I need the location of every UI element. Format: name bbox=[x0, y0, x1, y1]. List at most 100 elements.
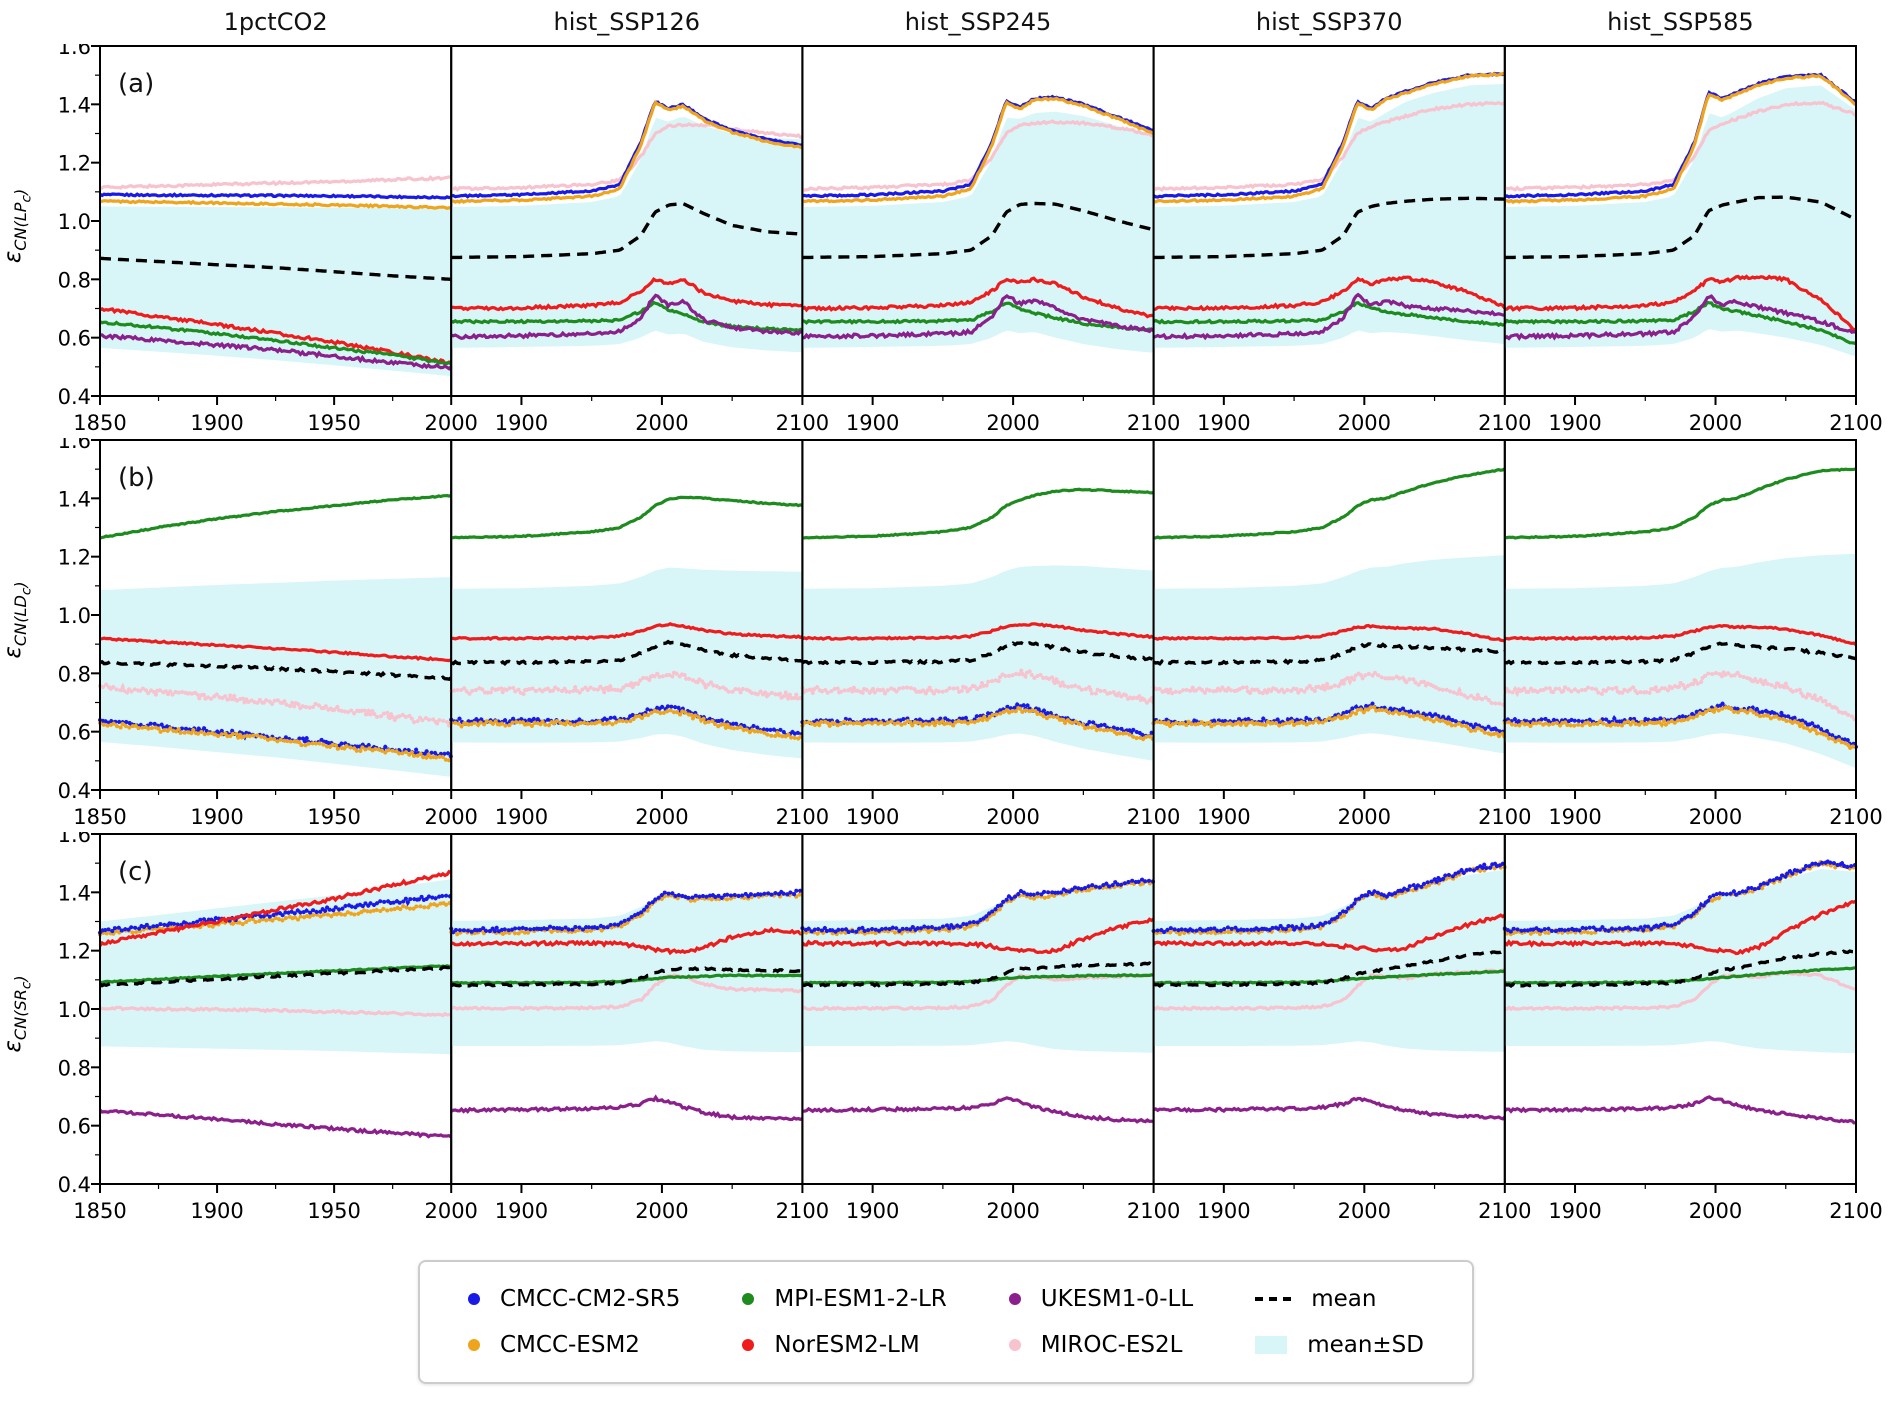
svg-text:2000: 2000 bbox=[424, 805, 477, 829]
legend-item-mean: mean bbox=[1255, 1286, 1424, 1312]
svg-text:1.4: 1.4 bbox=[58, 93, 91, 117]
legend-item-miroc-es2l: MIROC-ES2L bbox=[1008, 1332, 1193, 1358]
svg-text:1.2: 1.2 bbox=[58, 546, 91, 570]
svg-text:1950: 1950 bbox=[307, 411, 360, 435]
chart-row-b-canvas: 0.4 0.6 0.8 1.0 1.2 1.4 1.6 1850 1900 1950 2000 (b)… bbox=[58, 438, 1883, 829]
svg-text:2100: 2100 bbox=[1127, 805, 1180, 829]
svg-text:1.2: 1.2 bbox=[58, 940, 91, 964]
svg-text:2100: 2100 bbox=[1478, 1199, 1531, 1223]
column-title-hist-ssp245: hist_SSP245 bbox=[904, 8, 1052, 36]
legend-wrap: CMCC-CM2-SR5 CMCC-ESM2 MPI-ESM1-2-LR Nor… bbox=[0, 1260, 1892, 1384]
svg-text:2000: 2000 bbox=[635, 411, 688, 435]
svg-text:1.6: 1.6 bbox=[58, 44, 91, 59]
legend-label: CMCC-CM2-SR5 bbox=[499, 1286, 681, 1312]
svg-text:0.8: 0.8 bbox=[58, 1056, 91, 1080]
svg-text:2000: 2000 bbox=[986, 1199, 1039, 1223]
dot-marker-icon bbox=[1008, 1293, 1021, 1305]
svg-text:1900: 1900 bbox=[495, 411, 548, 435]
legend-label: mean bbox=[1311, 1286, 1377, 1312]
svg-text:2000: 2000 bbox=[1689, 1199, 1742, 1223]
svg-text:0.8: 0.8 bbox=[58, 662, 91, 686]
svg-text:1900: 1900 bbox=[846, 411, 899, 435]
legend-label: MIROC-ES2L bbox=[1040, 1332, 1183, 1358]
legend-column-1: CMCC-CM2-SR5 CMCC-ESM2 bbox=[467, 1286, 681, 1358]
svg-text:1.4: 1.4 bbox=[58, 487, 91, 511]
legend-label: UKESM1-0-LL bbox=[1040, 1286, 1194, 1312]
svg-text:1900: 1900 bbox=[495, 1199, 548, 1223]
chart-row-c: εCN(SRc) 0.4 0.6 0.8 1.0 1.2 1.4 1.6 1850 1900 19… bbox=[0, 832, 1892, 1226]
legend-item-mean-sd: mean±SD bbox=[1255, 1332, 1424, 1358]
svg-text:2000: 2000 bbox=[424, 411, 477, 435]
column-titles: 1pctCO2 hist_SSP126 hist_SSP245 hist_SSP… bbox=[100, 0, 1856, 44]
svg-text:1850: 1850 bbox=[73, 805, 126, 829]
svg-text:2000: 2000 bbox=[1338, 411, 1391, 435]
svg-text:0.6: 0.6 bbox=[58, 721, 91, 745]
dot-marker-icon bbox=[742, 1339, 755, 1351]
svg-text:2000: 2000 bbox=[986, 411, 1039, 435]
column-title-hist-ssp370: hist_SSP370 bbox=[1255, 8, 1403, 36]
legend: CMCC-CM2-SR5 CMCC-ESM2 MPI-ESM1-2-LR Nor… bbox=[417, 1260, 1474, 1384]
svg-text:1900: 1900 bbox=[1548, 805, 1601, 829]
svg-text:2100: 2100 bbox=[1478, 411, 1531, 435]
svg-text:2100: 2100 bbox=[1127, 411, 1180, 435]
legend-item-ukesm1-0-ll: UKESM1-0-LL bbox=[1008, 1286, 1194, 1312]
column-title-hist-ssp585: hist_SSP585 bbox=[1607, 8, 1754, 36]
svg-text:0.4: 0.4 bbox=[58, 385, 91, 409]
svg-text:2000: 2000 bbox=[1689, 411, 1742, 435]
svg-text:2100: 2100 bbox=[1829, 805, 1882, 829]
legend-column-4: mean mean±SD bbox=[1255, 1286, 1424, 1358]
svg-text:1900: 1900 bbox=[190, 411, 243, 435]
svg-text:0.8: 0.8 bbox=[58, 268, 91, 292]
legend-label: NorESM2-LM bbox=[774, 1332, 920, 1358]
legend-label: CMCC-ESM2 bbox=[499, 1332, 640, 1358]
svg-text:2100: 2100 bbox=[1829, 411, 1882, 435]
svg-text:2000: 2000 bbox=[635, 805, 688, 829]
svg-text:0.6: 0.6 bbox=[58, 1115, 91, 1139]
svg-text:2100: 2100 bbox=[1127, 1199, 1180, 1223]
svg-text:(a): (a) bbox=[118, 69, 154, 99]
legend-label: mean±SD bbox=[1307, 1332, 1424, 1358]
svg-text:0.6: 0.6 bbox=[58, 327, 91, 351]
svg-text:2100: 2100 bbox=[1478, 805, 1531, 829]
legend-label: MPI-ESM1-2-LR bbox=[774, 1286, 947, 1312]
legend-item-cmcc-cm2-sr5: CMCC-CM2-SR5 bbox=[467, 1286, 681, 1312]
svg-text:1900: 1900 bbox=[1548, 1199, 1601, 1223]
y-axis-label-c: εCN(SRc) bbox=[0, 975, 34, 1053]
svg-text:1.0: 1.0 bbox=[58, 998, 91, 1022]
svg-text:2000: 2000 bbox=[986, 805, 1039, 829]
svg-text:0.4: 0.4 bbox=[58, 779, 91, 803]
band-patch-icon bbox=[1255, 1336, 1288, 1354]
svg-text:(b): (b) bbox=[118, 463, 155, 493]
column-title-1pctco2: 1pctCO2 bbox=[223, 8, 328, 36]
svg-text:1900: 1900 bbox=[846, 805, 899, 829]
svg-text:1900: 1900 bbox=[1548, 411, 1601, 435]
svg-text:1.4: 1.4 bbox=[58, 881, 91, 905]
legend-column-3: UKESM1-0-LL MIROC-ES2L bbox=[1008, 1286, 1194, 1358]
svg-text:2100: 2100 bbox=[1829, 1199, 1882, 1223]
svg-text:1900: 1900 bbox=[1197, 805, 1250, 829]
y-axis-label-b: εCN(LDc) bbox=[0, 581, 34, 659]
svg-text:1950: 1950 bbox=[307, 805, 360, 829]
svg-text:1900: 1900 bbox=[190, 1199, 243, 1223]
svg-text:2000: 2000 bbox=[424, 1199, 477, 1223]
svg-text:1900: 1900 bbox=[190, 805, 243, 829]
dot-marker-icon bbox=[467, 1293, 480, 1305]
svg-text:1900: 1900 bbox=[1197, 1199, 1250, 1223]
svg-text:1.0: 1.0 bbox=[58, 210, 91, 234]
chart-row-b: εCN(LDc) 0.4 0.6 0.8 1.0 1.2 1.4 1.6 1850 1900 19… bbox=[0, 438, 1892, 832]
legend-item-mpi-esm1-2-lr: MPI-ESM1-2-LR bbox=[742, 1286, 947, 1312]
svg-text:2000: 2000 bbox=[1338, 805, 1391, 829]
svg-text:2100: 2100 bbox=[776, 805, 829, 829]
svg-text:1900: 1900 bbox=[846, 1199, 899, 1223]
dash-marker-icon bbox=[1255, 1297, 1292, 1301]
y-axis-label-a: εCN(LPc) bbox=[0, 188, 34, 264]
dot-marker-icon bbox=[742, 1293, 755, 1305]
svg-text:0.4: 0.4 bbox=[58, 1173, 91, 1197]
chart-row-a-canvas: 0.4 0.6 0.8 1.0 1.2 1.4 1.6 1850 1900 1950 2000 (a)… bbox=[58, 44, 1883, 435]
svg-text:1900: 1900 bbox=[495, 805, 548, 829]
svg-text:(c): (c) bbox=[118, 857, 153, 887]
svg-text:1850: 1850 bbox=[73, 1199, 126, 1223]
svg-text:2000: 2000 bbox=[1689, 805, 1742, 829]
dot-marker-icon bbox=[1008, 1339, 1021, 1351]
